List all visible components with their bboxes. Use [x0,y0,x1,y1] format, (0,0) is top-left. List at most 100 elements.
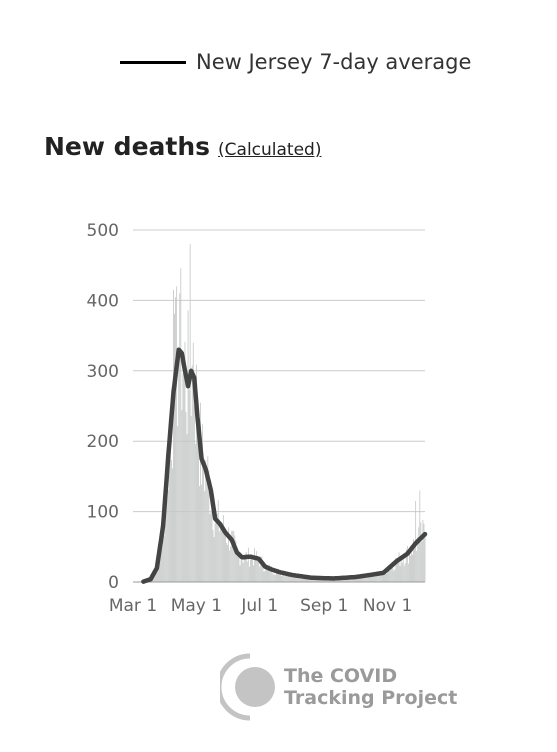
daily-bar [362,577,364,582]
daily-bar [313,578,315,582]
daily-bar [204,491,206,582]
daily-bar [312,579,314,582]
daily-bar [153,575,155,582]
daily-bar [279,574,280,582]
daily-bar [267,566,269,582]
calculated-link[interactable]: (Calculated) [218,140,322,160]
daily-bar [205,460,207,582]
y-tick-label: 300 [87,362,119,382]
daily-bar [287,575,289,582]
daily-bar [241,560,243,582]
daily-bar [202,424,204,582]
daily-bar [311,579,313,582]
daily-bar [264,570,266,582]
daily-bar [192,342,194,582]
daily-bar [225,535,226,582]
daily-bar [379,571,381,582]
daily-bar [370,575,372,582]
x-tick-label: Jul 1 [240,596,278,616]
daily-bar [300,576,302,582]
daily-bar [371,576,373,582]
daily-bar [299,574,301,582]
daily-bar [199,486,200,582]
y-tick-label: 0 [108,573,119,593]
daily-bar [296,575,298,582]
daily-bar [314,578,316,582]
daily-bar [213,537,215,582]
daily-bar [245,552,247,582]
daily-bar [413,539,414,582]
daily-bar [351,577,353,582]
daily-bar [280,572,281,582]
daily-bar [354,578,356,582]
daily-bar [200,402,201,582]
daily-bar [395,557,397,582]
daily-bar [285,574,287,582]
daily-bar [294,575,296,582]
daily-bar [266,565,268,582]
daily-bar [229,550,231,582]
daily-bar [393,570,395,582]
daily-bar [265,564,267,582]
daily-bar [303,577,304,582]
daily-bar [191,365,193,582]
daily-bar [360,577,361,582]
daily-bar [210,510,212,582]
daily-bar [422,519,424,582]
daily-bar [173,289,174,582]
daily-bar [243,559,245,582]
daily-bar [182,373,184,582]
daily-bar [376,571,378,582]
daily-bar [412,554,413,582]
daily-bar [384,568,385,582]
x-tick-label: Sep 1 [300,596,348,616]
daily-bar [417,537,419,582]
daily-bar [222,515,224,582]
daily-bar [232,530,234,582]
daily-bar [369,577,371,582]
daily-bar [297,576,299,582]
daily-bar [356,577,357,582]
logo-line-2: Tracking Project [284,687,458,709]
daily-bar [239,565,241,582]
daily-bar [176,286,178,582]
daily-bar [281,575,283,582]
daily-bar [307,578,308,582]
daily-bar [178,360,180,582]
daily-bar [364,575,366,582]
daily-bar [174,313,175,582]
daily-bar [385,570,386,582]
daily-bar [250,559,251,582]
daily-bar [235,540,237,582]
daily-bar [219,527,221,582]
daily-bar [391,565,393,582]
daily-bar [309,579,311,582]
daily-bar [284,576,286,582]
daily-bar [383,573,384,582]
daily-bar [255,558,257,582]
daily-bar [253,565,254,582]
daily-bar [343,579,345,582]
daily-bar [260,556,262,582]
daily-bar [180,268,182,582]
daily-bar [292,574,294,582]
y-tick-label: 500 [87,221,119,241]
daily-bar [214,523,216,582]
daily-bar [274,575,276,582]
daily-bar [167,489,169,582]
daily-bar [221,530,223,582]
daily-bar [203,466,205,582]
daily-bar [201,484,202,582]
y-tick-label: 200 [87,432,119,452]
daily-bar [185,412,187,582]
daily-bar [404,563,406,582]
daily-bar [211,500,213,582]
daily-bar [381,574,383,582]
daily-bar [366,577,368,582]
daily-bar [263,571,265,582]
deaths-chart: 0 100 200 300 400 500 Mar 1 May 1 Jul 1 Sep 1 Nov … [87,221,428,616]
daily-bar [388,568,390,582]
logo-circle-icon [220,653,275,721]
daily-bar [403,565,405,582]
y-tick-label: 400 [87,291,119,311]
